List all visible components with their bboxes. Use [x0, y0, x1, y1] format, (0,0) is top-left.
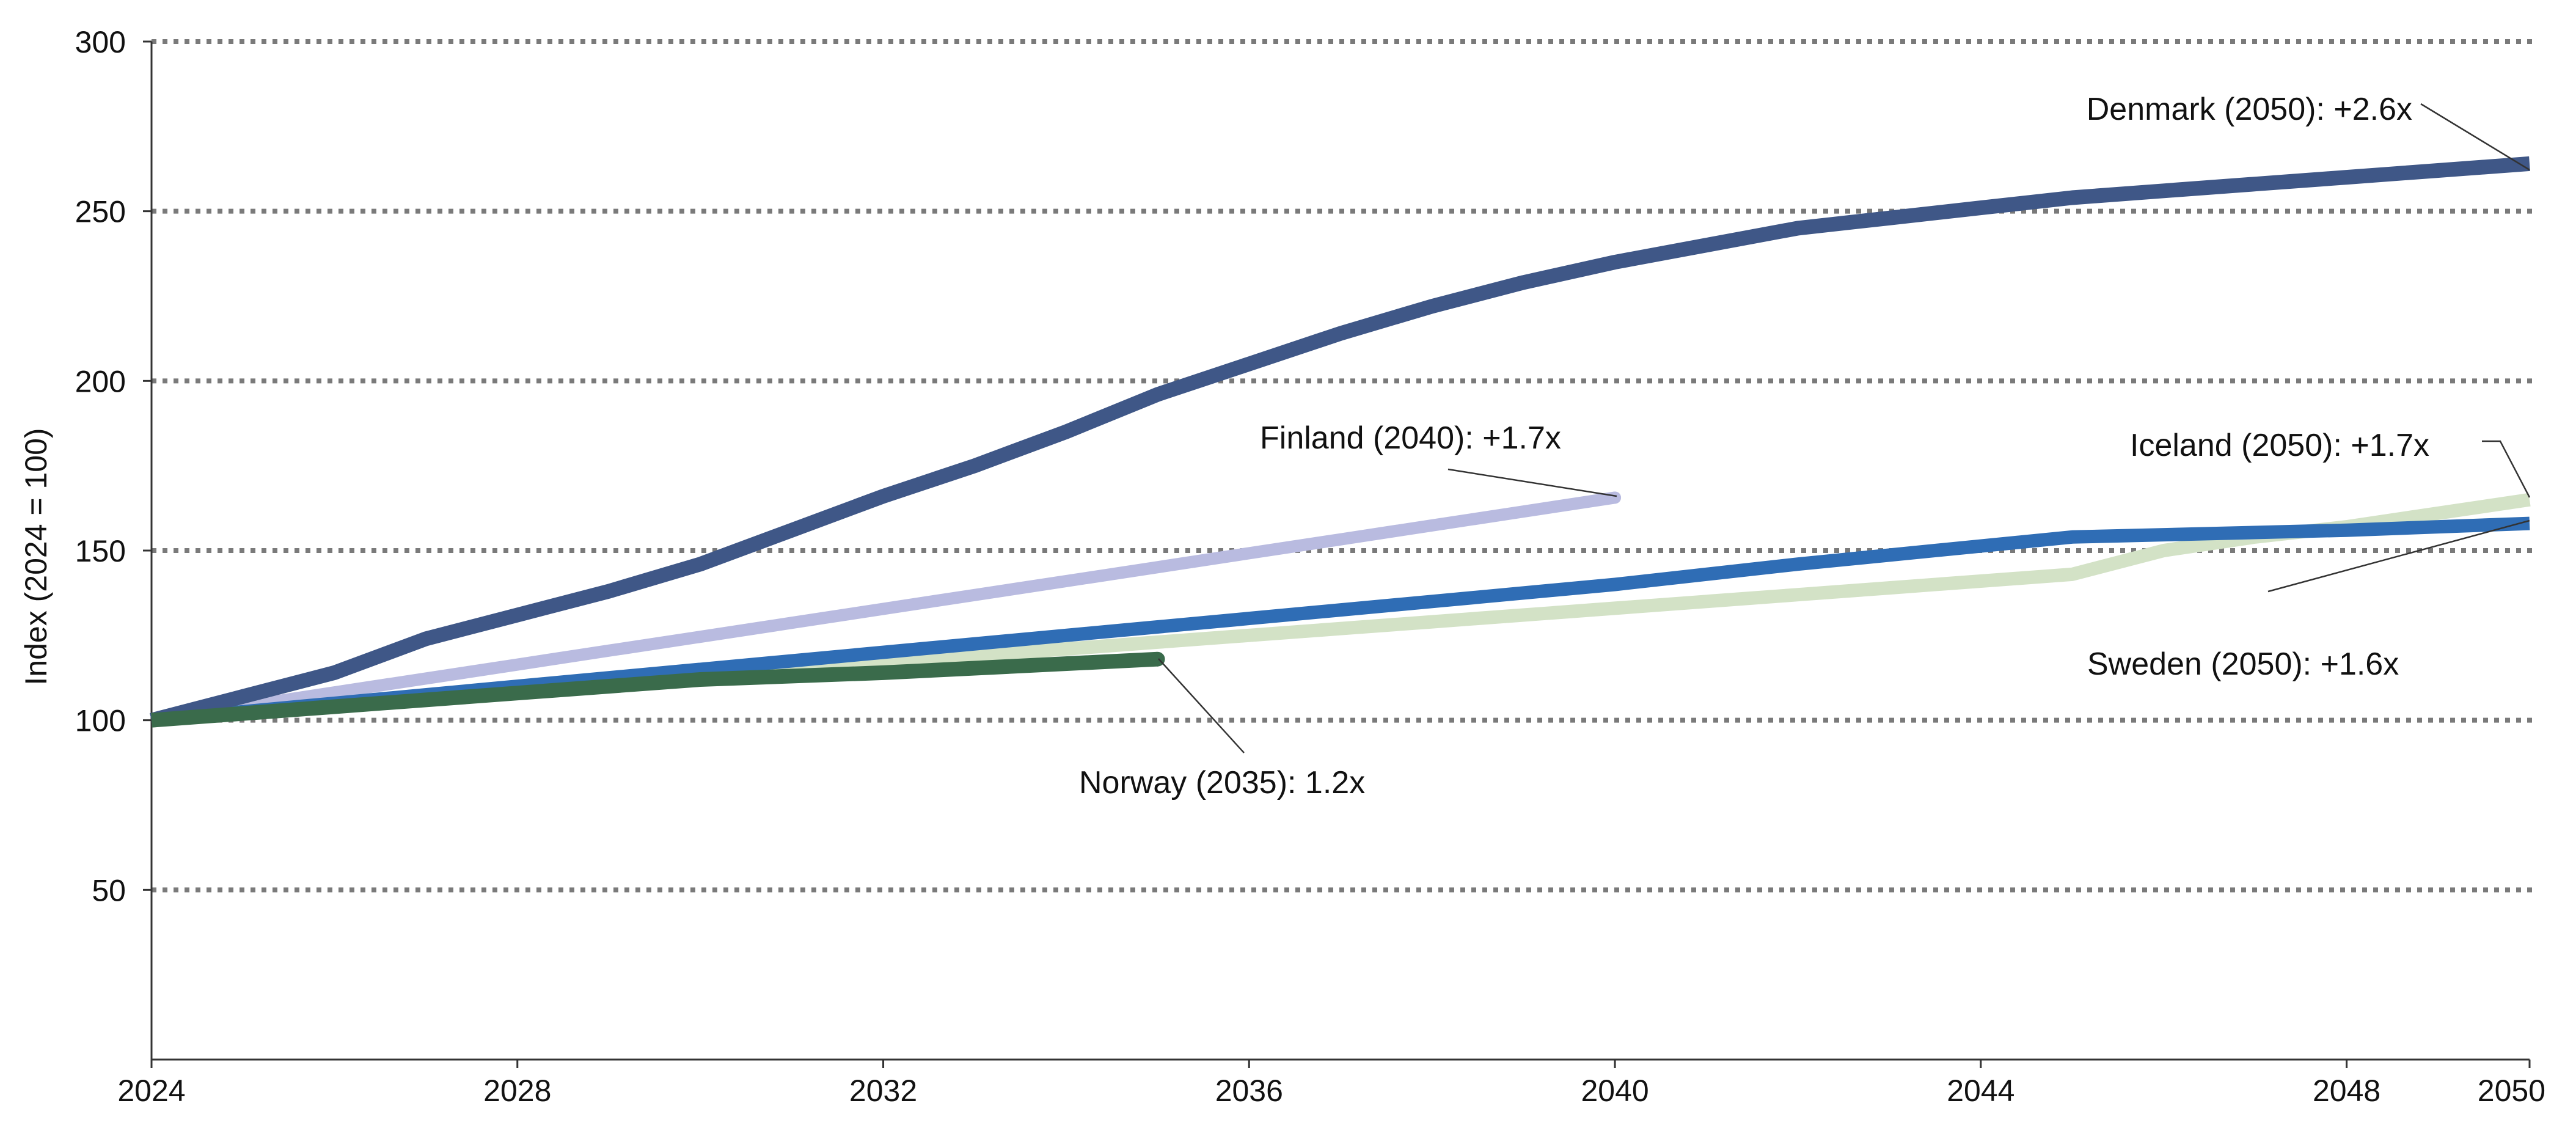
leader-line-denmark: [2420, 103, 2530, 171]
series-line-denmark: [149, 156, 2530, 728]
leader-line-iceland: [2482, 440, 2531, 498]
annotation-finland: Finland (2040): +1.7x: [1260, 420, 1561, 456]
x-tick-label-2024: 2024: [117, 1074, 185, 1108]
gridlines: [152, 39, 2534, 893]
annotation-iceland: Iceland (2050): +1.7x: [2130, 428, 2429, 463]
annotation-sweden: Sweden (2050): +1.6x: [2087, 646, 2399, 682]
x-tick-label-2044: 2044: [1947, 1074, 2014, 1108]
annotations: Denmark (2050): +2.6x Finland (2040): +1.…: [1079, 92, 2531, 800]
y-tick-label-300: 300: [75, 25, 126, 59]
leader-line-sweden: [2267, 519, 2530, 593]
annotation-denmark: Denmark (2050): +2.6x: [2087, 92, 2412, 127]
y-tick-label-250: 250: [75, 195, 126, 229]
x-tick-label-2036: 2036: [1215, 1074, 1283, 1108]
y-tick-label-200: 200: [75, 364, 126, 398]
series-line-norway: [151, 651, 1158, 728]
tick-labels: 50 100 150 200 250 300 2024 2028 2032 2036 2040 204…: [75, 25, 2545, 1108]
leader-line-norway: [1158, 658, 1245, 753]
x-tick-label-2040: 2040: [1581, 1074, 1648, 1108]
x-tick-label-2048: 2048: [2313, 1074, 2380, 1108]
series-end-finland: [1609, 491, 1622, 504]
x-tick-label-2028: 2028: [483, 1074, 551, 1108]
y-tick-label-100: 100: [75, 704, 126, 738]
series-line-finland: [150, 491, 1616, 727]
annotation-norway: Norway (2035): 1.2x: [1079, 765, 1365, 800]
y-axis-label: Index (2024 = 100): [19, 428, 53, 685]
leader-line-finland: [1447, 468, 1617, 497]
y-tick-label-150: 150: [75, 534, 126, 568]
y-tick-label-50: 50: [92, 873, 126, 907]
x-tick-label-2050: 2050: [2478, 1074, 2545, 1108]
series-lines: [149, 156, 2531, 728]
x-tick-label-2032: 2032: [849, 1074, 917, 1108]
